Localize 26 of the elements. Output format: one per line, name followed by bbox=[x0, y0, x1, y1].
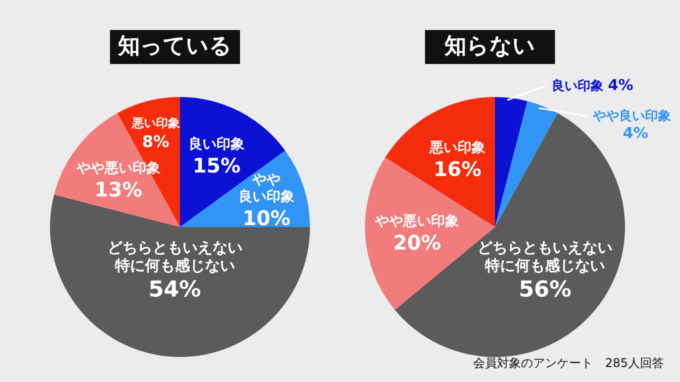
slice-label: やや良い印象 bbox=[592, 108, 671, 124]
text: 会員対象のアンケート 285人回答 bbox=[473, 355, 664, 372]
chart-title: 知っている bbox=[110, 30, 240, 64]
slice-label: どちらともいえない特に何も感じない bbox=[478, 238, 613, 274]
data-label: 20% bbox=[393, 230, 442, 254]
pie-slice bbox=[495, 101, 558, 227]
slice-label: 悪い印象 bbox=[130, 116, 180, 130]
data-label: 4% bbox=[622, 124, 648, 142]
data-label: 13% bbox=[94, 178, 142, 202]
category-label: やや bbox=[252, 172, 281, 188]
slice-label: 良い印象 bbox=[551, 79, 604, 94]
slice-label: どちらともいえない特に何も感じない bbox=[107, 238, 242, 274]
slice-label: やや悪い印象 bbox=[75, 160, 160, 177]
data-label: 10% bbox=[242, 206, 290, 230]
data-label: 4% bbox=[608, 76, 634, 94]
slice-label: やや悪い印象 bbox=[374, 213, 460, 230]
pie-slice bbox=[495, 97, 528, 227]
data-label: 16% bbox=[433, 157, 482, 182]
slice-label: 悪い印象 bbox=[428, 140, 486, 156]
data-label: 56% bbox=[518, 277, 572, 302]
data-label: 15% bbox=[192, 154, 241, 178]
slice-label: 良い印象 bbox=[188, 136, 245, 153]
data-label: 8% bbox=[142, 132, 170, 152]
data-label: 54% bbox=[148, 277, 202, 302]
chart-title: 知らない bbox=[425, 30, 555, 64]
slice-label: 良い印象 bbox=[238, 188, 295, 205]
